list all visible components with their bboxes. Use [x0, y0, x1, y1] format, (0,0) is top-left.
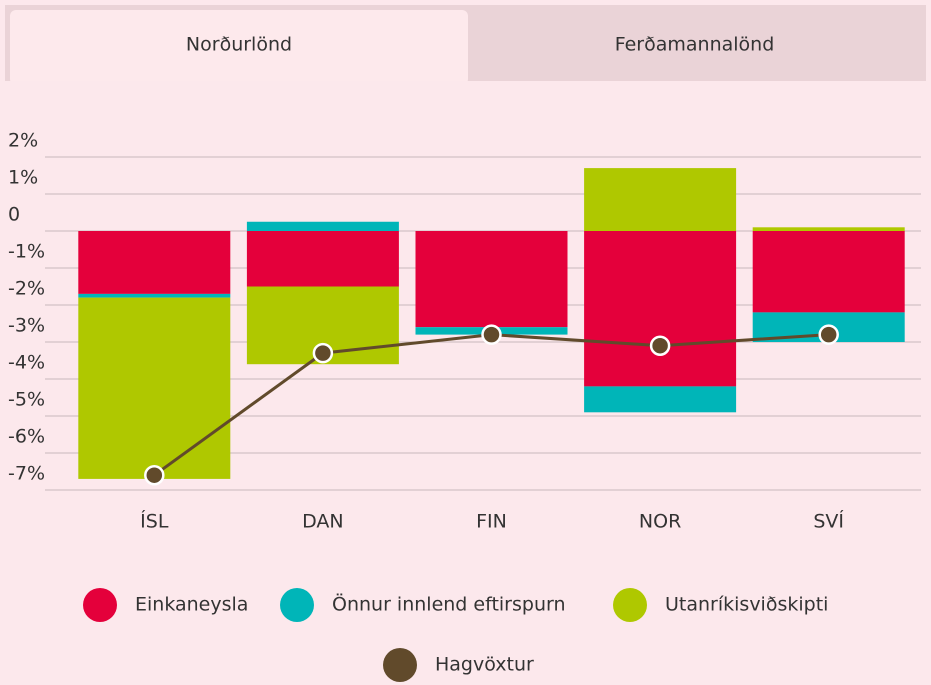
y-tick-label: 1% [8, 167, 38, 189]
bar-segment [584, 386, 737, 413]
tab[interactable] [468, 5, 921, 81]
line-point [649, 335, 671, 356]
y-tick-label: -7% [8, 463, 45, 485]
bar-segment [752, 227, 905, 231]
bar-segment [246, 221, 399, 231]
legend-label: Önnur innlend eftirspurn [332, 593, 566, 616]
y-tick-label: -6% [8, 426, 45, 448]
bar-segment [78, 231, 231, 294]
bar-segment [78, 297, 231, 479]
legend-label: Hagvöxtur [435, 654, 534, 676]
y-tick-label: 0 [8, 204, 20, 226]
y-tick-label: -5% [8, 389, 45, 411]
bar-segment [78, 293, 231, 298]
y-tick-label: -1% [8, 241, 45, 263]
legend-label: Utanríkisviðskipti [665, 594, 828, 616]
bar-segment [584, 168, 737, 231]
y-tick-label: -2% [8, 278, 45, 300]
x-tick-label: ÍSL [140, 510, 169, 533]
bar-segment [752, 231, 905, 313]
x-tick-label: NOR [639, 511, 681, 533]
line-point [312, 342, 334, 364]
x-tick-label: DAN [302, 511, 344, 533]
x-tick-label: SVÍ [813, 510, 844, 533]
bar-segment [584, 231, 737, 387]
y-tick-label: -4% [8, 352, 45, 374]
x-tick-label: FIN [476, 511, 507, 533]
tab-cover [0, 81, 931, 91]
legend-swatch [613, 588, 647, 622]
legend-swatch [83, 588, 117, 622]
bar-segment [246, 231, 399, 287]
y-tick-label: 2% [8, 130, 38, 152]
line-point [818, 324, 839, 345]
legend-swatch [280, 588, 314, 622]
y-tick-label: -3% [8, 315, 45, 337]
line-point [144, 464, 165, 486]
tab-label[interactable]: Norðurlönd [186, 34, 292, 56]
tab-label[interactable]: Ferðamannalönd [615, 34, 775, 56]
legend-label: Einkaneysla [135, 594, 248, 616]
line-point [481, 324, 502, 345]
bar-segment [415, 231, 568, 328]
tab[interactable] [10, 10, 468, 85]
legend-swatch [383, 648, 417, 682]
